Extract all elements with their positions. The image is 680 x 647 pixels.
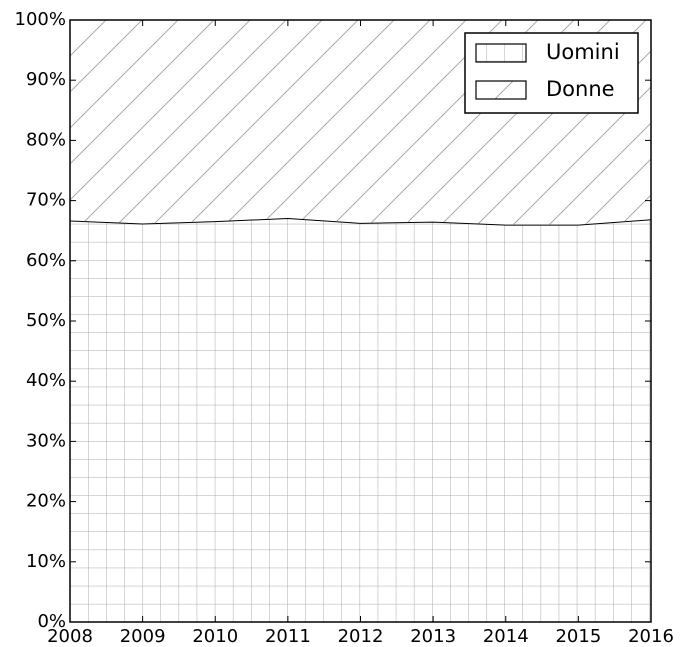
y-tick-label: 30%: [26, 430, 66, 451]
x-tick-label: 2012: [338, 626, 384, 647]
legend-swatch-hatch: [475, 80, 527, 100]
y-tick-label: 60%: [26, 250, 66, 271]
y-tick-label: 100%: [15, 9, 66, 30]
x-tick-label: 2015: [555, 626, 601, 647]
x-tick-label: 2010: [192, 626, 238, 647]
legend-label: Uomini: [546, 40, 620, 64]
y-tick-label: 0%: [37, 611, 66, 632]
x-tick-label: 2014: [483, 626, 529, 647]
y-tick-label: 50%: [26, 310, 66, 331]
x-tick-label: 2011: [265, 626, 311, 647]
x-tick-label: 2016: [628, 626, 674, 647]
legend: Uomini Donne: [464, 32, 639, 114]
y-tick-label: 70%: [26, 190, 66, 211]
x-tick-label: 2009: [120, 626, 166, 647]
x-tick-label: 2013: [410, 626, 456, 647]
y-tick-label: 20%: [26, 491, 66, 512]
area: [70, 218, 651, 623]
x-tick-label: 2008: [47, 626, 93, 647]
y-tick-label: 10%: [26, 551, 66, 572]
y-tick-label: 90%: [26, 69, 66, 90]
legend-swatch-hatch: [475, 43, 527, 63]
y-tick-label: 80%: [26, 129, 66, 150]
legend-label: Donne: [546, 77, 615, 101]
y-tick-label: 40%: [26, 370, 66, 391]
